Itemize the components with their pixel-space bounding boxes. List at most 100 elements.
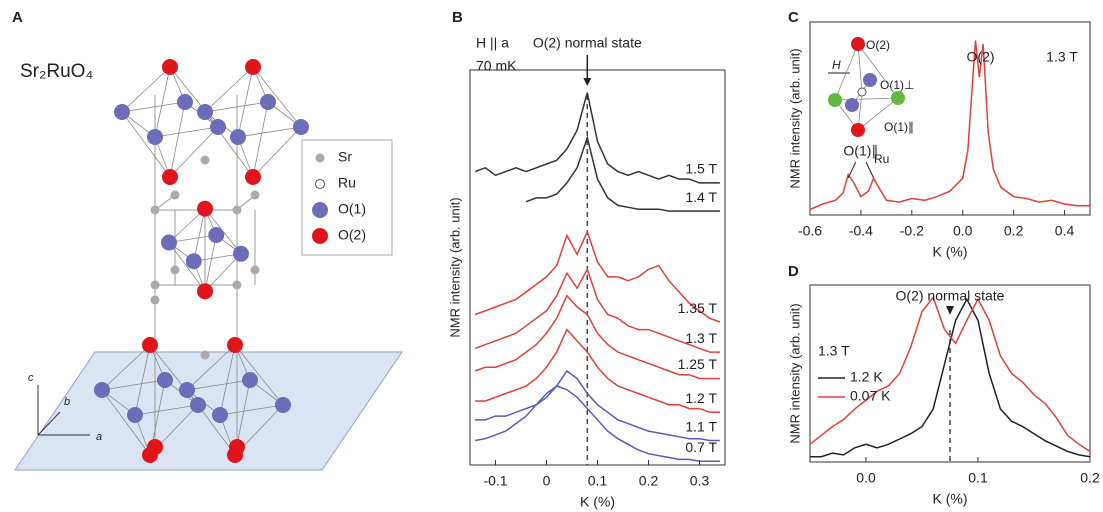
axis-name: a [96,431,102,443]
octahedron-edge [169,101,186,178]
o1-atom [179,382,195,398]
o1-atom [210,119,226,135]
octahedron-edge [204,101,269,113]
o1-atom [260,94,276,110]
x-tick-label: 0.2 [1004,223,1024,239]
legend-swatch [312,228,328,244]
sr-atom [250,265,260,275]
octahedron-edge [193,208,206,262]
series-label: 0.7 T [685,439,717,455]
arrow-head [583,78,592,86]
x-tick-label: -0.4 [849,223,873,239]
octahedron-edge [204,66,254,113]
sr-atom [170,265,180,275]
annotation: O(2) [967,49,995,65]
y-axis-label: NMR intensity (arb. unit) [447,197,462,337]
o2-atom [197,283,213,300]
sr-atom [250,190,260,200]
panel-letter: D [788,263,799,280]
x-tick-label: 0.0 [856,470,876,486]
octahedron-edge [237,66,254,138]
annotation: H || a [476,35,509,51]
annotation: O(2) normal state [896,288,1005,304]
octahedron-edge [219,404,284,416]
inset-bond [834,97,899,101]
panel-letter: C [788,9,799,26]
series-label: 1.2 T [685,390,717,406]
inset-bond [857,97,899,131]
sr-atom [200,350,210,360]
spectrum-line [474,92,720,184]
x-tick-label: 0.4 [1055,223,1075,239]
legend-swatch [315,179,325,189]
o2-atom [229,439,245,455]
octahedron-edge [204,253,242,292]
legend-label: 1.2 K [850,369,883,385]
legend-label: O(1) [338,201,366,217]
octahedron-edge [252,126,302,178]
annotation: O(1)∥ [884,120,914,134]
series-label: 1.3 T [685,330,717,346]
sr-atom [232,205,242,215]
x-tick-label: 0.3 [690,473,710,489]
octahedron-edge [252,101,269,178]
octahedron-edge [101,379,166,391]
o2-atom [142,337,158,353]
inset-atom [828,93,842,107]
legend-swatch [315,153,325,163]
octahedron-edge [252,66,302,128]
spectrum-line [810,297,1091,458]
spectrum-line [475,369,720,442]
sr-atom [150,205,160,215]
octahedron-edge [168,208,206,243]
spectrum-line [474,385,720,462]
o2-atom [245,169,261,185]
series-label: 1.25 T [678,356,718,372]
annotation: 70 mK [476,58,517,74]
inset-atom [851,37,865,51]
o1-atom [197,104,213,120]
octahedron-edge [186,344,236,391]
annotation: O(2) [866,38,890,52]
arrow [847,161,857,179]
x-axis-label: K (%) [580,494,615,510]
spectrum-line [809,295,1091,453]
o1-atom [177,94,193,110]
plot-frame [809,284,1091,463]
x-tick-label: -0.2 [900,223,924,239]
annotation: 1.3 T [818,343,850,359]
inset-bond [834,43,859,101]
annotation: H [832,58,841,72]
legend-label: 0.07 K [850,388,891,404]
x-tick-label: 0.0 [953,223,973,239]
octahedron-edge [234,344,284,406]
inset-atom [845,98,859,112]
o1-atom [212,407,228,423]
arrow-head [946,306,954,315]
series-label: 1.4 T [685,189,717,205]
x-tick-label: 0.1 [968,470,988,486]
o1-atom [275,397,291,413]
annotation: Ru [874,152,889,166]
x-axis-label: K (%) [933,491,968,507]
spectrum-line [474,294,720,380]
inset-atom [891,91,905,105]
o1-atom [293,119,309,135]
sr-atom [232,280,242,290]
spectrum-line [475,328,720,414]
inset-atom [857,87,867,97]
sr-atom [150,295,160,305]
o2-atom [227,337,243,353]
x-tick-label: -0.6 [798,223,822,239]
octahedron-edge [219,344,236,416]
annotation: 1.3 T [1046,49,1078,65]
o2-atom [147,439,163,455]
spectrum-line [525,135,720,212]
panel-letter: A [12,9,23,26]
legend-label: Ru [338,175,356,191]
y-axis-label: NMR intensity (arb. unit) [787,303,802,443]
arrow [865,161,875,179]
octahedron-edge [169,66,219,128]
o1-atom [94,382,110,398]
